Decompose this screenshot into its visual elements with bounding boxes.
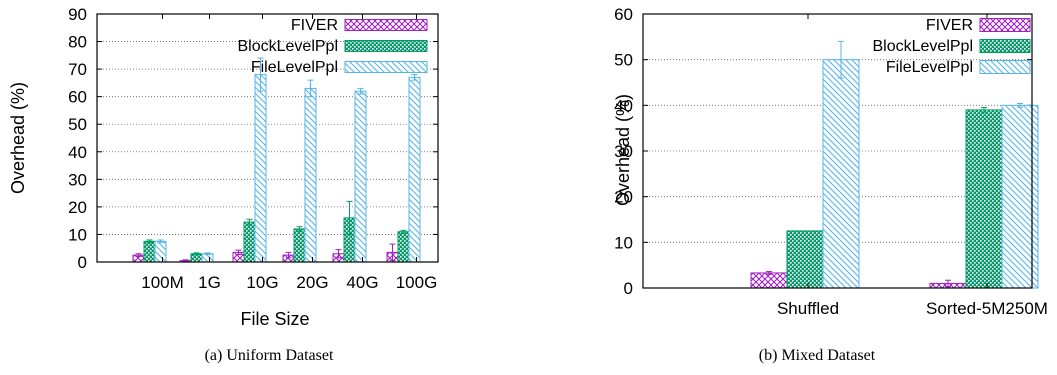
- y-tick-label: 30: [614, 142, 633, 161]
- legend-label: FIVER: [926, 17, 973, 34]
- legend-swatch: [344, 40, 428, 52]
- x-tick-label: Shuffled: [777, 299, 839, 318]
- legend-swatch: [979, 39, 1031, 53]
- y-tick-label: 50: [614, 51, 633, 70]
- bar-filelevelppl: [408, 76, 421, 263]
- chart-caption: (b) Mixed Dataset: [759, 347, 876, 364]
- y-tick-label: 30: [68, 170, 87, 189]
- bar-blocklevelppl: [143, 240, 156, 263]
- legend-label: BlockLevelPpl: [238, 38, 339, 55]
- legend-label: FIVER: [291, 17, 338, 34]
- y-axis-label: Overhead (%): [8, 82, 28, 194]
- y-tick-label: 90: [68, 5, 87, 24]
- y-axis-label: Overhead (%): [613, 94, 633, 206]
- bar-filelevelppl: [154, 240, 167, 263]
- y-tick-label: 60: [68, 88, 87, 107]
- y-tick-label: 60: [614, 5, 633, 24]
- y-tick-label: 0: [624, 279, 633, 298]
- y-tick-label: 50: [68, 115, 87, 134]
- y-tick-label: 70: [68, 60, 87, 79]
- legend-swatch: [344, 19, 428, 31]
- y-tick-label: 20: [68, 198, 87, 217]
- x-tick-label: Sorted-5M250M: [926, 299, 1048, 318]
- legend-label: FileLevelPpl: [886, 59, 973, 76]
- y-tick-label: 0: [78, 253, 87, 272]
- legend-swatch: [979, 18, 1031, 32]
- y-tick-label: 10: [68, 225, 87, 244]
- bar-blocklevelppl: [293, 228, 306, 263]
- chart-caption: (a) Uniform Dataset: [205, 347, 334, 364]
- x-tick-label: 100M: [141, 273, 184, 292]
- y-tick-label: 20: [614, 188, 633, 207]
- legend-swatch: [979, 60, 1031, 74]
- x-tick-label: 40G: [346, 273, 378, 292]
- legend-swatch: [344, 61, 428, 73]
- x-tick-label: 100G: [396, 273, 438, 292]
- x-tick-label: 1G: [198, 273, 221, 292]
- bar-filelevelppl: [822, 59, 860, 289]
- bar-blocklevelppl: [397, 231, 410, 263]
- bar-blocklevelppl: [965, 109, 1003, 289]
- legend-label: BlockLevelPpl: [873, 38, 974, 55]
- plot-frame: [96, 13, 439, 263]
- chart-uniform-dataset: Overhead (%) File Size (a) Uniform Datas…: [8, 5, 439, 364]
- bar-filelevelppl: [354, 90, 367, 263]
- chart-mixed-dataset: Overhead (%) (b) Mixed Dataset 0 10 20 30 40…: [613, 5, 1048, 364]
- y-tick-label: 40: [614, 96, 633, 115]
- legend-label: FileLevelPpl: [251, 59, 338, 76]
- y-tick-label: 40: [68, 143, 87, 162]
- bar-filelevelppl: [254, 74, 267, 263]
- plot-frame: [642, 13, 1033, 289]
- bar-fiver: [750, 272, 788, 289]
- x-tick-label: 20G: [296, 273, 328, 292]
- bar-blocklevelppl: [243, 221, 256, 263]
- bar-blocklevelppl: [786, 230, 824, 289]
- y-tick-label: 10: [614, 233, 633, 252]
- x-axis-label: File Size: [240, 309, 309, 329]
- x-tick-label: 10G: [246, 273, 278, 292]
- y-tick-label: 80: [68, 33, 87, 52]
- bar-filelevelppl: [304, 87, 317, 263]
